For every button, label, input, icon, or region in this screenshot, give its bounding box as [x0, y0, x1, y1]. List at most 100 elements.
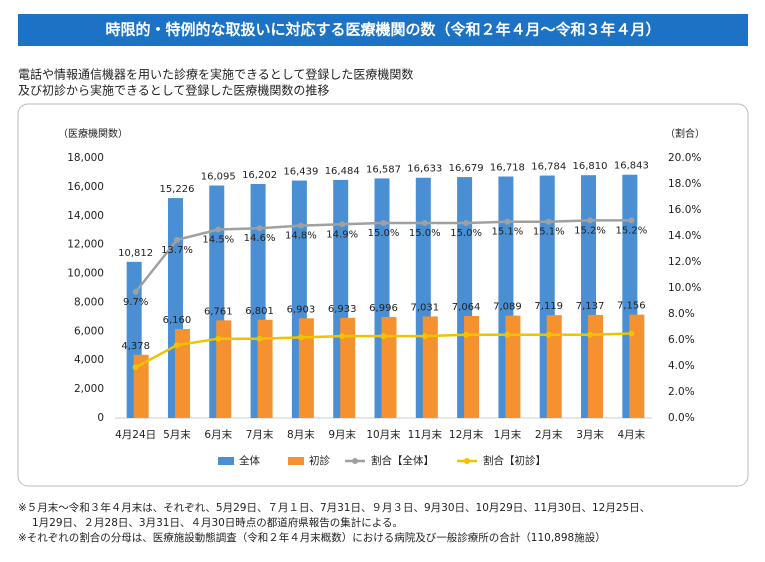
bar: [505, 315, 521, 418]
note: ※それぞれの割合の分母は、医療施設動態調査（令和２年４月末概数）における病院及び…: [18, 531, 606, 544]
bar: [422, 316, 438, 418]
line-marker: [256, 335, 263, 342]
y2-axis-label: （割合）: [665, 127, 705, 140]
data-label: 15,226: [159, 184, 194, 195]
y-tick-label: 14,000: [67, 210, 104, 222]
x-tick-label: 9月末: [328, 428, 356, 441]
line-marker: [339, 333, 346, 340]
data-label: 4,378: [121, 341, 150, 352]
y2-tick-label: 2.0%: [668, 386, 695, 398]
data-label: 14.9%: [326, 229, 358, 240]
legend-swatch: [464, 458, 470, 464]
line-marker: [339, 221, 346, 228]
legend-label: 割合【全体】: [371, 454, 434, 467]
x-tick-label: 6月末: [204, 428, 232, 441]
description: 及び初診から実施できるとして登録した医療機関数の推移: [18, 83, 329, 98]
data-label: 14.6%: [244, 233, 276, 244]
bar: [174, 329, 190, 418]
line-marker: [380, 220, 387, 226]
line-marker: [587, 331, 594, 338]
legend-swatch: [288, 457, 304, 465]
data-label: 16,679: [449, 163, 484, 174]
note: ※５月末～令和３年４月末は、それぞれ、5月29日、７月１日、7月31日、９月３日…: [18, 501, 650, 514]
y2-tick-label: 14.0%: [668, 230, 701, 242]
data-label: 13.7%: [161, 245, 193, 256]
chart-frame: [17, 103, 749, 487]
data-label: 15.0%: [450, 228, 482, 239]
line-marker: [628, 217, 635, 224]
data-label: 7,119: [534, 301, 563, 312]
bar: [216, 320, 232, 418]
data-label: 16,484: [325, 166, 360, 177]
y2-tick-label: 4.0%: [668, 360, 695, 372]
data-label: 16,810: [573, 161, 608, 172]
data-label: 9.7%: [123, 297, 148, 308]
line-marker: [132, 364, 139, 371]
data-label: 16,095: [201, 172, 236, 183]
line-marker: [504, 331, 511, 338]
line-marker: [256, 225, 263, 232]
data-label: 16,202: [242, 170, 277, 181]
data-label: 6,801: [245, 306, 274, 317]
data-label: 16,843: [614, 161, 649, 172]
data-label: 7,031: [410, 302, 439, 313]
y2-tick-label: 6.0%: [668, 334, 695, 346]
data-label: 16,784: [531, 162, 566, 173]
line-marker: [173, 342, 180, 349]
data-label: 15.1%: [533, 227, 565, 238]
line-marker: [132, 288, 139, 295]
chart: 0 2,000 4,000 6,000 8,000 10,000 12,000 14,000 1…: [67, 152, 701, 467]
x-tick-label: 4月24日: [115, 429, 156, 441]
bar: [464, 315, 480, 418]
legend-label: 初診: [309, 454, 330, 467]
y2-tick-label: 8.0%: [668, 308, 695, 320]
x-tick-label: 2月末: [535, 428, 563, 441]
title-banner: [18, 14, 748, 46]
x-tick-label: 11月末: [408, 428, 443, 441]
data-label: 15.1%: [492, 227, 524, 238]
x-tick-label: 7月末: [246, 428, 274, 441]
data-label: 7,137: [576, 301, 605, 312]
data-label: 6,903: [287, 304, 316, 315]
bar: [298, 318, 314, 418]
data-label: 15.2%: [615, 225, 647, 236]
x-tick-label: 3月末: [576, 428, 604, 441]
description: 電話や情報通信機器を用いた診療を実施できるとして登録した医療機関数: [18, 67, 413, 82]
legend-label: 全体: [239, 454, 260, 467]
data-label: 6,996: [369, 303, 398, 314]
bar: [546, 315, 562, 418]
x-tick-label: 10月末: [366, 428, 401, 441]
bar: [257, 319, 273, 418]
y-tick-label: 18,000: [67, 152, 104, 164]
bar: [381, 316, 397, 418]
y-tick-label: 12,000: [67, 239, 104, 251]
line-marker: [215, 335, 222, 342]
bar: [629, 314, 645, 418]
x-tick-label: 5月末: [163, 428, 191, 441]
y-tick-label: 2,000: [74, 383, 104, 395]
data-label: 10,812: [118, 248, 153, 259]
line-marker: [587, 217, 594, 224]
data-label: 6,761: [204, 306, 233, 317]
bar: [588, 314, 604, 418]
y2-tick-label: 0.0%: [668, 412, 695, 424]
data-label: 15.0%: [368, 228, 400, 239]
data-label: 14.8%: [285, 231, 317, 242]
x-tick-label: 8月末: [287, 428, 315, 441]
line-marker: [421, 220, 428, 226]
line-marker: [463, 220, 470, 226]
y-tick-label: 10,000: [67, 268, 104, 280]
y-tick-label: 16,000: [67, 181, 104, 193]
bar: [340, 317, 356, 418]
line-marker: [297, 222, 304, 229]
y2-tick-label: 20.0%: [668, 152, 701, 164]
line-marker: [504, 218, 511, 225]
y-axis-label: （医療機関数）: [58, 127, 128, 140]
y-tick-label: 8,000: [74, 296, 104, 308]
x-tick-label: 1月末: [494, 428, 522, 441]
legend-label: 割合【初診】: [483, 454, 546, 467]
bar: [133, 354, 149, 418]
data-label: 16,718: [490, 163, 525, 174]
line-marker: [463, 331, 470, 338]
